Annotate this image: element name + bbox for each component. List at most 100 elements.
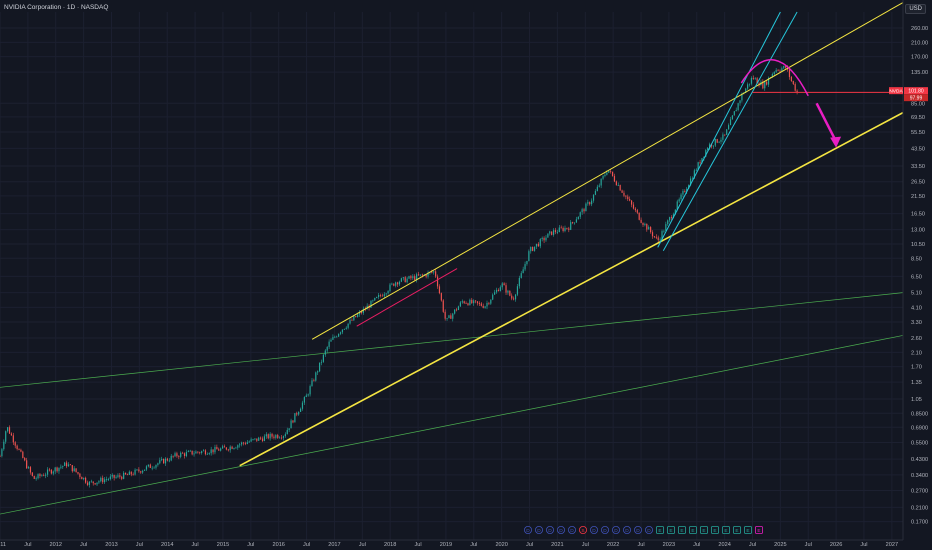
candle-body	[752, 77, 754, 79]
event-marker[interactable]	[590, 526, 599, 535]
candle-body	[750, 77, 753, 84]
candle-body	[37, 474, 39, 479]
candle-body	[357, 314, 359, 318]
candle-body	[691, 178, 694, 180]
candle-body	[543, 237, 545, 241]
last-price-label: 101.80	[908, 89, 924, 95]
candle-body	[347, 323, 349, 328]
event-marker[interactable]	[733, 526, 741, 534]
candle-body	[16, 445, 18, 450]
candle-body	[29, 467, 32, 473]
candle-body	[290, 420, 292, 429]
candle-body	[564, 227, 566, 232]
price-label-2: 97.99	[910, 96, 923, 102]
y-tick-label: 16.50	[911, 212, 925, 218]
candle-body	[206, 453, 208, 455]
green-trendline-upper	[0, 292, 904, 388]
event-marker[interactable]	[711, 526, 719, 534]
candle-body	[674, 209, 676, 215]
candle-body	[398, 281, 401, 285]
candle-body	[547, 233, 549, 238]
event-marker[interactable]	[744, 526, 752, 534]
event-marker[interactable]	[656, 526, 664, 534]
candle-body	[46, 469, 49, 475]
event-marker[interactable]	[557, 526, 566, 535]
candle-body	[320, 361, 323, 363]
event-marker[interactable]	[623, 526, 632, 535]
candle-body	[379, 295, 382, 296]
candle-body	[313, 380, 315, 382]
candle-body	[792, 80, 794, 85]
event-marker[interactable]	[535, 526, 544, 535]
candle-body	[387, 290, 389, 294]
candle-body	[486, 302, 488, 307]
candle-body	[728, 125, 730, 130]
event-marker[interactable]	[524, 526, 533, 535]
candle-body	[754, 78, 756, 80]
event-marker[interactable]	[568, 526, 577, 535]
candle-body	[552, 230, 555, 235]
currency-button[interactable]: USD	[905, 4, 926, 14]
candle-body	[627, 196, 629, 200]
event-marker[interactable]	[678, 526, 686, 534]
candle-body	[591, 200, 593, 205]
x-tick-label: Jul	[192, 542, 199, 548]
candle-body	[336, 336, 338, 338]
candle-body	[353, 316, 355, 321]
x-tick-label: Jul	[860, 542, 867, 548]
candle-body	[733, 111, 735, 116]
event-marker[interactable]	[546, 526, 555, 535]
candle-body	[532, 247, 534, 251]
event-marker[interactable]	[689, 526, 697, 534]
candle-body	[170, 455, 172, 461]
candle-body	[737, 103, 739, 110]
event-marker[interactable]	[601, 526, 610, 535]
candle-body	[292, 420, 294, 423]
event-marker[interactable]	[612, 526, 621, 535]
event-marker[interactable]	[634, 526, 643, 535]
candle-body	[130, 471, 132, 475]
candle-body	[516, 286, 519, 295]
event-marker[interactable]	[645, 526, 654, 535]
candle-body	[231, 446, 233, 449]
yellow-channel-upper	[311, 2, 904, 340]
candle-body	[650, 227, 652, 233]
candle-body	[416, 274, 418, 280]
event-marker[interactable]	[700, 526, 708, 534]
candle-body	[796, 90, 798, 93]
y-tick-label: 33.50	[911, 164, 925, 170]
candle-body	[237, 445, 239, 448]
candle-body	[241, 442, 243, 445]
candle-body	[436, 276, 439, 287]
candle-body	[722, 134, 724, 140]
candle-body	[216, 447, 218, 450]
x-tick-label: Jul	[582, 542, 589, 548]
candle-body	[494, 292, 496, 295]
candle-body	[377, 295, 380, 297]
candle-body	[766, 81, 768, 85]
x-tick-label: 2020	[495, 542, 507, 548]
candle-body	[326, 346, 328, 351]
candle-body	[473, 300, 475, 304]
event-marker[interactable]	[667, 526, 675, 534]
event-marker[interactable]	[722, 526, 730, 534]
candle-body	[414, 276, 416, 280]
candle-body	[731, 115, 734, 120]
candle-body	[252, 439, 254, 440]
event-marker[interactable]	[755, 526, 763, 534]
candle-body	[433, 271, 435, 273]
event-marker[interactable]	[579, 526, 588, 535]
candle-body	[520, 273, 522, 278]
event-marker-letter: D	[526, 528, 530, 534]
candle-body	[701, 158, 703, 164]
candle-body	[81, 476, 83, 480]
candle-body	[73, 468, 75, 472]
candle-body	[653, 236, 656, 238]
candle-body	[794, 84, 796, 91]
candle-body	[191, 450, 193, 455]
candle-body	[568, 228, 570, 230]
candle-body	[124, 472, 127, 475]
candle-body	[27, 467, 30, 469]
candle-body	[24, 457, 26, 461]
